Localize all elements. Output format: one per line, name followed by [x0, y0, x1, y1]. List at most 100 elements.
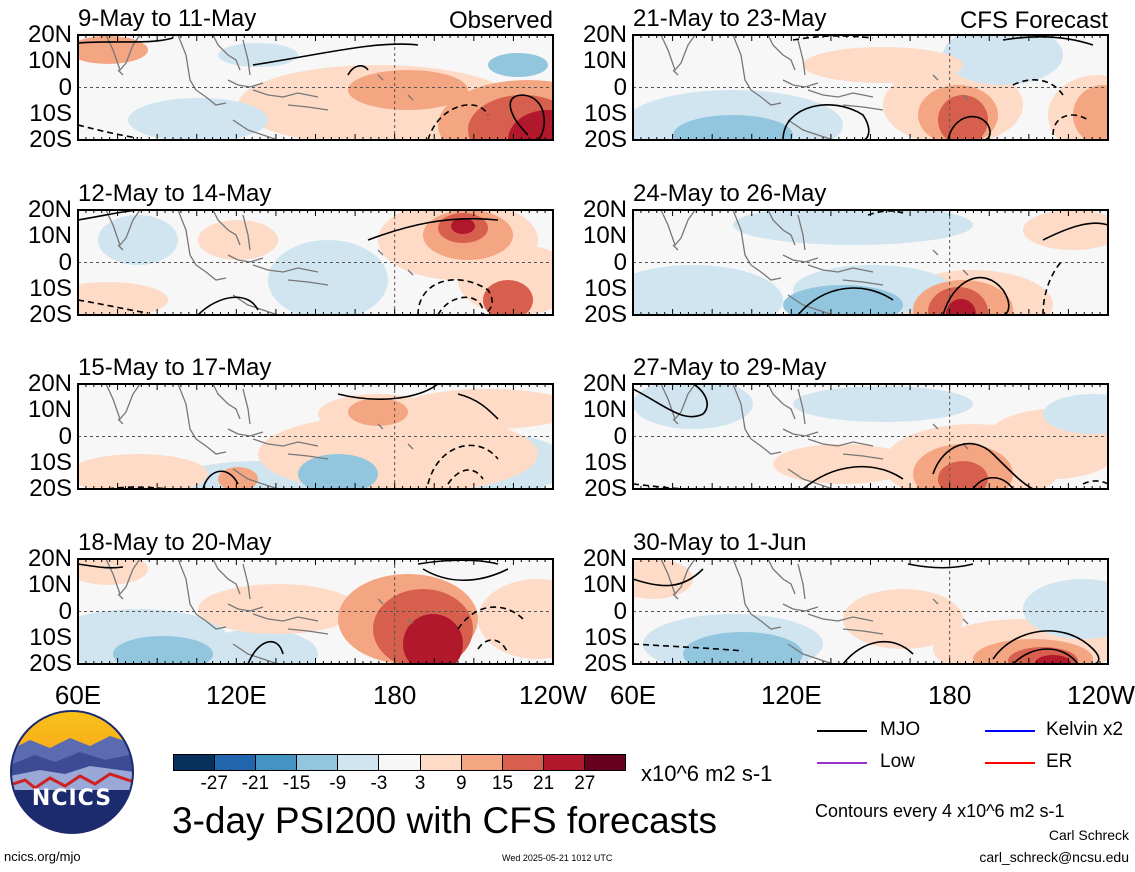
- mjo-contour: [992, 630, 1100, 665]
- coastline: [660, 36, 696, 72]
- coastline: [212, 36, 241, 71]
- coastline: [407, 618, 414, 625]
- mjo-contour: [1042, 222, 1109, 241]
- colorbar-tick-label: -9: [329, 773, 347, 794]
- coastline: [377, 249, 384, 256]
- lon-label: 180: [372, 680, 417, 710]
- map-panel: [632, 34, 1109, 141]
- mjo-contour: [634, 568, 704, 587]
- mjo-contour: [1052, 114, 1089, 136]
- coastline: [195, 613, 227, 630]
- coastline: [767, 385, 796, 420]
- colorbar-swatch: [583, 755, 626, 770]
- coastline: [767, 211, 796, 246]
- colorbar-swatch: [542, 755, 584, 770]
- colorbar-swatch: [378, 755, 420, 770]
- coastline: [287, 628, 329, 635]
- mjo-contour: [1012, 79, 1064, 96]
- coastline: [842, 453, 884, 460]
- lon-label: 60E: [54, 680, 102, 710]
- coastline: [807, 89, 874, 98]
- colorbar-swatch: [460, 755, 502, 770]
- coastline: [105, 560, 141, 596]
- mjo-contour: [79, 211, 137, 221]
- mjo-contour: [457, 393, 499, 420]
- lat-label: 20S: [584, 126, 627, 153]
- positive-anomaly: [403, 614, 463, 665]
- positive-anomaly: [938, 461, 988, 490]
- colorbar-tick-label: 3: [414, 773, 426, 794]
- mjo-contour: [477, 639, 509, 655]
- colorbar-tick-label: -3: [370, 773, 388, 794]
- negative-anomaly: [793, 386, 973, 422]
- coastline: [232, 294, 279, 316]
- coastline: [787, 643, 834, 665]
- coastline: [287, 104, 329, 111]
- colorbar-tick-label: 27: [574, 773, 596, 794]
- footer-url-link[interactable]: ncics.org/mjo: [4, 849, 81, 864]
- colorbar-tick-label: 15: [491, 773, 514, 794]
- coastline: [232, 643, 279, 665]
- map-panel: [632, 383, 1109, 490]
- positive-anomaly: [79, 282, 168, 316]
- legend-label-mjo: MJO: [880, 719, 921, 740]
- map-panel: [77, 558, 554, 665]
- mjo-contour: [842, 640, 914, 665]
- coastline: [797, 388, 806, 425]
- coastline: [252, 89, 319, 98]
- mjo-contour: [367, 217, 499, 241]
- coastline: [227, 603, 264, 612]
- lat-label: 10N: [27, 396, 72, 424]
- colorbar-tick-label: -15: [282, 773, 311, 794]
- colorbar-swatch: [419, 755, 461, 770]
- positive-anomaly: [478, 579, 554, 659]
- lat-label: 10N: [582, 396, 627, 424]
- coastline: [932, 423, 939, 430]
- coastline: [242, 214, 251, 251]
- coastline: [177, 385, 197, 440]
- lat-label: 20N: [27, 545, 72, 572]
- panel-title: 27-May to 29-May: [633, 354, 827, 381]
- lat-label: 20S: [29, 301, 72, 328]
- mjo-contour: [417, 279, 493, 316]
- negative-anomaly: [268, 240, 388, 316]
- coastline: [252, 438, 319, 447]
- panel-corner-label: CFS Forecast: [959, 7, 1108, 34]
- coastline: [767, 36, 796, 71]
- lat-label: 0: [613, 248, 627, 276]
- coastline: [787, 468, 834, 490]
- coastline: [377, 74, 384, 81]
- coastline: [177, 560, 197, 615]
- coastline: [797, 214, 806, 251]
- negative-anomaly: [113, 636, 213, 665]
- coastline: [962, 94, 969, 101]
- coastline: [212, 560, 241, 595]
- coastline: [287, 453, 329, 460]
- negative-anomaly: [943, 36, 1063, 85]
- logo-text: NCICS: [31, 786, 113, 811]
- panel-title: 21-May to 23-May: [633, 5, 827, 32]
- lon-label: 120W: [519, 680, 587, 710]
- colorbar-swatch: [501, 755, 543, 770]
- panel-title: 24-May to 26-May: [633, 180, 827, 207]
- lat-label: 10N: [582, 571, 627, 599]
- coastline: [732, 211, 752, 266]
- coastline: [932, 74, 939, 81]
- coastline: [787, 119, 834, 141]
- coastline: [660, 560, 696, 596]
- mjo-contour: [802, 465, 904, 490]
- negative-anomaly: [98, 215, 178, 265]
- coastline: [105, 211, 141, 247]
- mjo-contour: [1042, 259, 1064, 316]
- mjo-contour: [427, 104, 489, 141]
- coastline: [807, 613, 874, 622]
- colorbar-swatch: [337, 755, 379, 770]
- colorbar-tick-label: 9: [455, 773, 467, 794]
- lon-label: 180: [927, 680, 972, 710]
- positive-anomaly: [348, 398, 408, 426]
- coastline: [672, 418, 679, 425]
- negative-anomaly: [673, 115, 793, 141]
- coastline: [767, 560, 796, 595]
- positive-anomaly: [198, 584, 358, 634]
- coastline: [117, 69, 124, 76]
